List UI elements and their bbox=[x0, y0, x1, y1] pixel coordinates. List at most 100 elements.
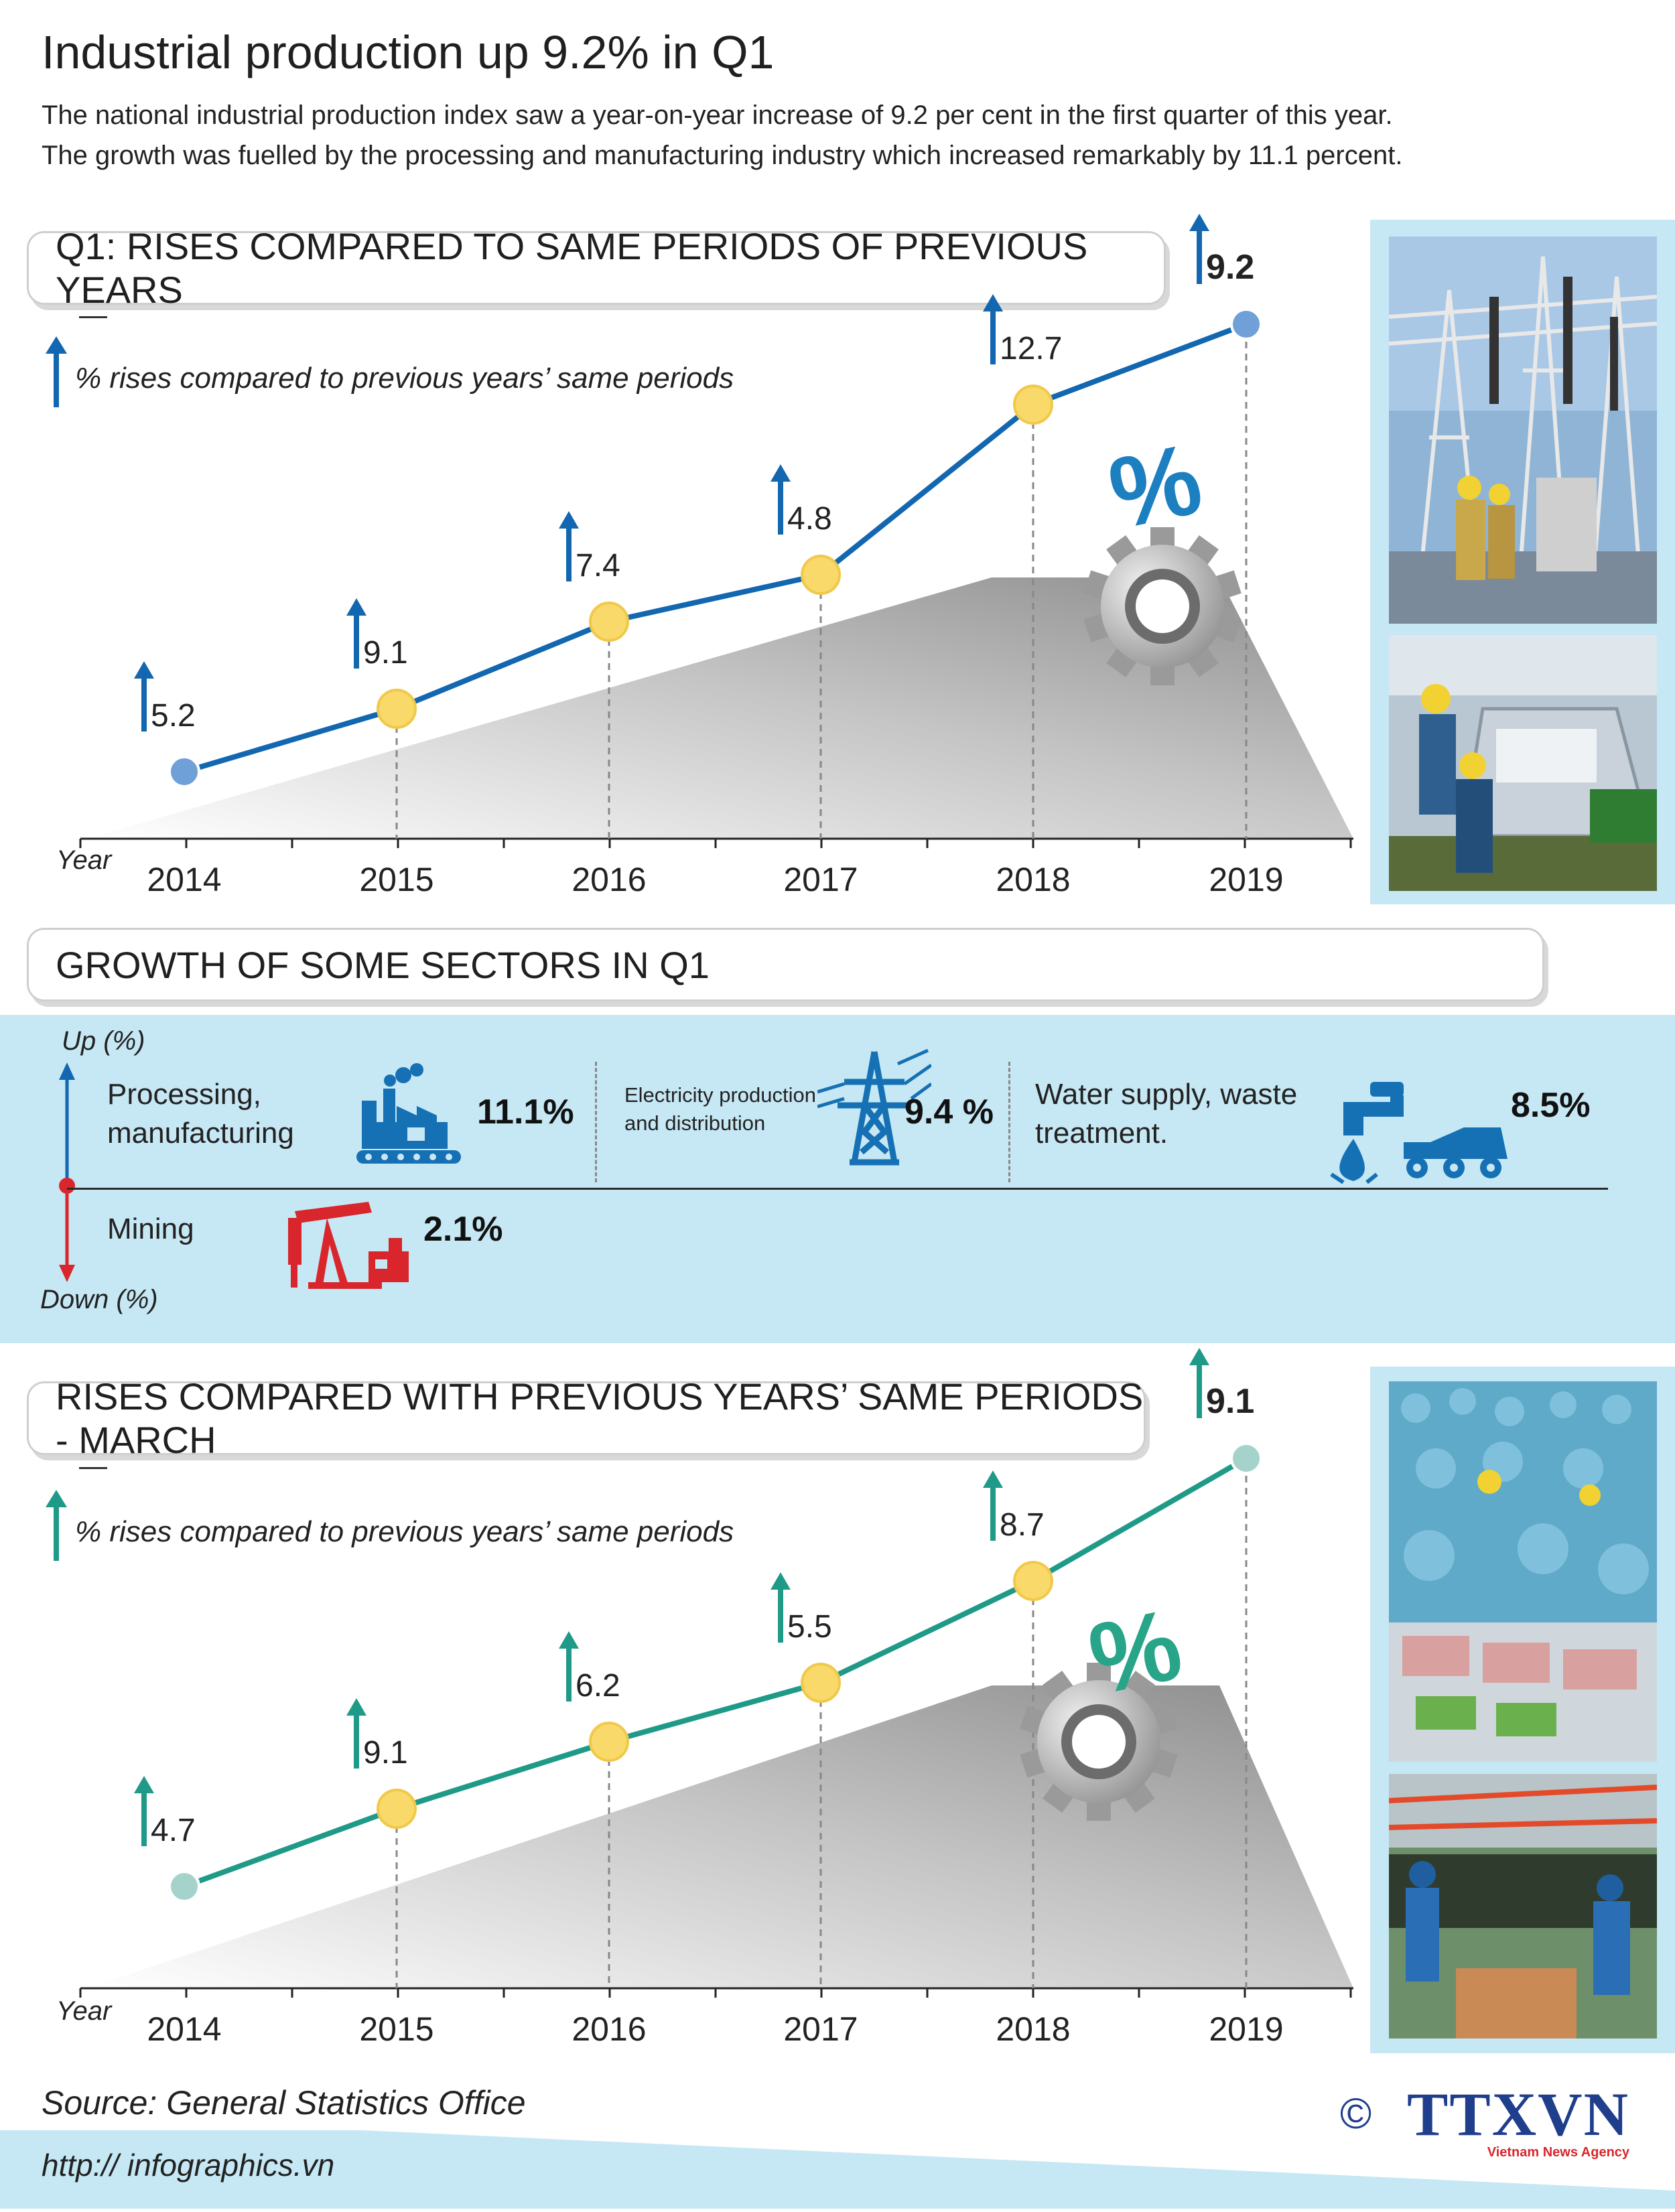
copyright-symbol: © bbox=[1340, 2089, 1372, 2138]
ttxvn-logo-text: TTXVN bbox=[1407, 2080, 1630, 2148]
sector-processing-name: Processing, manufacturing bbox=[107, 1075, 294, 1153]
section1-heading: Q1: RISES COMPARED TO SAME PERIODS OF PR… bbox=[27, 225, 1166, 311]
page-title: Industrial production up 9.2% in Q1 bbox=[42, 26, 775, 78]
rise-arrow-head bbox=[346, 1698, 366, 1716]
up-down-axis-icon bbox=[59, 1062, 75, 1282]
section2-heading: GROWTH OF SOME SECTORS IN Q1 bbox=[27, 928, 1544, 1001]
sectors-divider bbox=[67, 1188, 1608, 1190]
rise-arrow-head bbox=[346, 598, 366, 616]
x-tick-label: 2017 bbox=[783, 861, 858, 898]
data-label: 12.7 bbox=[1000, 331, 1062, 366]
data-label: 4.8 bbox=[787, 501, 832, 537]
data-label: 9.1 bbox=[1206, 1382, 1254, 1421]
sector-separator-1 bbox=[595, 1062, 597, 1182]
sector-electricity-name: Electricity production and distribution bbox=[624, 1081, 816, 1137]
x-tick-label: 2015 bbox=[359, 861, 433, 898]
series-line bbox=[183, 322, 1248, 774]
sector-separator-2 bbox=[1008, 1062, 1010, 1182]
q1-line-chart: % 5.2 9.1 7.4 4.8 12.7 9.2 2014 2015 2016 2017 2018… bbox=[79, 214, 1353, 898]
seafood-factory-photo bbox=[1389, 1381, 1657, 1762]
x-tick-label: 2014 bbox=[147, 861, 221, 898]
data-point bbox=[168, 756, 200, 788]
intro-line-1: The national industrial production index… bbox=[42, 100, 1393, 130]
x-tick-label: 2019 bbox=[1209, 861, 1283, 898]
x-tick-label: 2018 bbox=[996, 2010, 1070, 2048]
photo-panel-1 bbox=[1370, 220, 1675, 904]
intro-line-2: The growth was fuelled by the processing… bbox=[42, 141, 1403, 170]
rise-arrow-head bbox=[559, 511, 579, 529]
source-text: Source: General Statistics Office bbox=[42, 2084, 526, 2122]
data-point bbox=[801, 1663, 841, 1703]
x-tick-label: 2015 bbox=[359, 2010, 433, 2048]
data-point bbox=[589, 1722, 629, 1762]
faucet-truck-icon bbox=[1330, 1082, 1508, 1184]
data-point bbox=[168, 1870, 200, 1903]
up-label: Up (%) bbox=[62, 1026, 145, 1056]
sector-mining-line1: Mining bbox=[107, 1213, 194, 1245]
x-tick-label: 2016 bbox=[572, 2010, 646, 2048]
photo-panel-2 bbox=[1370, 1367, 1675, 2053]
heading-dash-2 bbox=[79, 1467, 107, 1469]
percent-icon: % bbox=[1100, 421, 1211, 550]
chart2-axis-label: Year bbox=[56, 1996, 112, 2026]
data-point bbox=[801, 555, 841, 595]
chart1-axis-label: Year bbox=[56, 845, 112, 875]
data-point bbox=[1013, 385, 1053, 425]
data-point bbox=[377, 1789, 417, 1829]
sector-processing-value: 11.1% bbox=[477, 1093, 574, 1131]
legend-arrow-icon-2 bbox=[46, 1490, 67, 1561]
rise-arrow-head bbox=[559, 1631, 579, 1649]
sector-electricity-line2: and distribution bbox=[624, 1111, 766, 1135]
oil-pump-icon bbox=[288, 1202, 409, 1289]
section1-legend: % rises compared to previous years’ same… bbox=[75, 362, 734, 395]
chart-wedge-background bbox=[87, 577, 1353, 839]
section3-heading: RISES COMPARED WITH PREVIOUS YEARS’ SAME… bbox=[27, 1375, 1146, 1461]
data-label: 5.2 bbox=[151, 698, 196, 734]
data-label: 4.7 bbox=[151, 1813, 196, 1848]
rise-arrow-head bbox=[134, 661, 154, 679]
power-station-photo bbox=[1389, 236, 1657, 624]
rise-arrow-head bbox=[1189, 1348, 1209, 1365]
footer-band bbox=[0, 2130, 1675, 2209]
data-point bbox=[377, 689, 417, 729]
x-tick-label: 2014 bbox=[147, 2010, 221, 2048]
data-label: 9.2 bbox=[1206, 248, 1254, 287]
down-label: Down (%) bbox=[40, 1285, 158, 1314]
factory-icon bbox=[356, 1063, 461, 1164]
power-tower-icon bbox=[817, 1048, 931, 1166]
footer-band-shape bbox=[0, 2130, 1675, 2209]
data-point bbox=[1230, 308, 1262, 340]
data-label: 9.1 bbox=[363, 635, 408, 671]
series-line bbox=[183, 1456, 1248, 1889]
gear-icon bbox=[1083, 527, 1242, 685]
section3-legend: % rises compared to previous years’ same… bbox=[75, 1515, 734, 1548]
rise-arrow-head bbox=[983, 1470, 1003, 1488]
rise-arrow-head bbox=[770, 464, 791, 482]
rise-arrow-head bbox=[770, 1572, 791, 1590]
sector-mining-name: Mining bbox=[107, 1210, 194, 1249]
sector-processing-line1: Processing, bbox=[107, 1078, 261, 1111]
sectors-band bbox=[0, 1015, 1675, 1343]
car-factory-photo bbox=[1389, 635, 1657, 891]
x-tick-label: 2017 bbox=[783, 2010, 858, 2048]
legend-arrow-icon bbox=[46, 336, 67, 407]
section2-heading-text: GROWTH OF SOME SECTORS IN Q1 bbox=[56, 943, 710, 986]
intro-text: The national industrial production index… bbox=[42, 95, 1636, 176]
gear-icon bbox=[1020, 1663, 1178, 1821]
section3-heading-text: RISES COMPARED WITH PREVIOUS YEARS’ SAME… bbox=[56, 1375, 1144, 1461]
source-url-link[interactable]: http:// infographics.vn bbox=[42, 2148, 335, 2183]
data-point bbox=[1230, 1442, 1262, 1474]
sector-electricity-value: 9.4 % bbox=[904, 1093, 994, 1131]
sector-water-value: 8.5% bbox=[1511, 1086, 1591, 1125]
ttxvn-logo-sub: Vietnam News Agency bbox=[1487, 2145, 1630, 2160]
rise-arrow-head bbox=[983, 294, 1003, 312]
data-point bbox=[1013, 1561, 1053, 1601]
x-tick-label: 2018 bbox=[996, 861, 1070, 898]
data-label: 6.2 bbox=[576, 1668, 620, 1704]
rise-arrow-head bbox=[134, 1776, 154, 1793]
sector-mining-value: 2.1% bbox=[423, 1210, 503, 1249]
sector-electricity-line1: Electricity production bbox=[624, 1083, 817, 1107]
data-label: 8.7 bbox=[1000, 1507, 1045, 1543]
section1-heading-text: Q1: RISES COMPARED TO SAME PERIODS OF PR… bbox=[56, 225, 1088, 311]
